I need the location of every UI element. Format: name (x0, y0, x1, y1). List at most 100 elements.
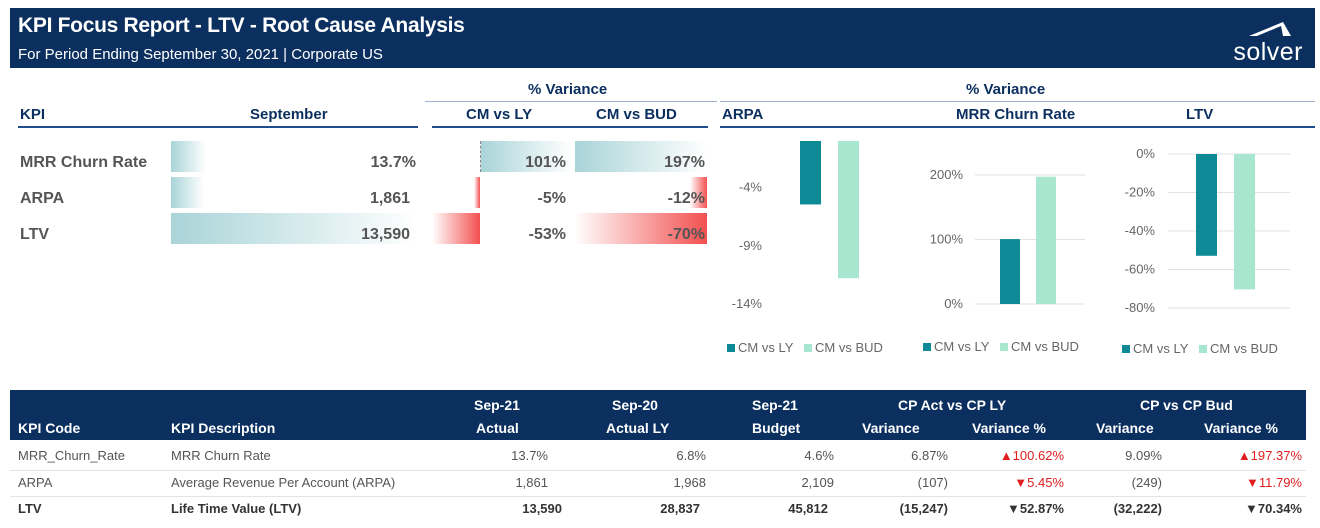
legend-swatch-arpa (804, 344, 812, 352)
y-tick-label-arpa: -14% (732, 296, 763, 311)
legend-label-ltv: CM vs BUD (1210, 341, 1278, 356)
legend-swatch-ltv (1199, 345, 1207, 353)
legend-label-churn: CM vs LY (934, 339, 990, 354)
y-tick-label-ltv: -60% (1125, 262, 1156, 277)
legend-label-ltv: CM vs LY (1133, 341, 1189, 356)
row-divider (10, 470, 1306, 471)
kpi-name-churn: MRR Churn Rate (20, 154, 148, 171)
cell-variance-pct-1: ▼52.87% (1007, 501, 1064, 516)
cell-variance-pct-1: ▼5.45% (1014, 475, 1064, 490)
group-rule-left (425, 101, 717, 102)
th-cp-vs-bud: CP vs CP Bud (1140, 397, 1233, 413)
bar-arpa-cm-vs-bud (838, 141, 859, 279)
th-actual-ly: Actual LY (606, 420, 670, 436)
cell-actual: 13,590 (522, 501, 562, 516)
value-churn: 13.7% (370, 154, 416, 171)
bar-ltv-cm-vs-ly (1196, 154, 1217, 256)
col-kpi: KPI (20, 106, 46, 123)
th-actual: Actual (476, 420, 519, 436)
header-rule-kpi (18, 126, 418, 128)
bar-arpa-cm-vs-ly (800, 141, 821, 205)
cell-code: LTV (18, 501, 42, 516)
chart-title-churn: MRR Churn Rate (956, 106, 1076, 123)
variance-group-label-charts: % Variance (966, 81, 1046, 98)
th-budget: Budget (752, 420, 801, 436)
th-kpi-description: KPI Description (171, 420, 276, 436)
kpi-name-ltv: LTV (20, 226, 50, 243)
value-ltv-cm-bud: -70% (667, 226, 705, 243)
cell-budget: 2,109 (801, 475, 834, 490)
legend-label-churn: CM vs BUD (1011, 339, 1079, 354)
databar-ltv-cm-ly (432, 213, 480, 244)
cell-variance-1: (15,247) (899, 501, 948, 516)
col-cm-vs-bud: CM vs BUD (596, 106, 677, 123)
th-variance-pct-1: Variance % (972, 420, 1046, 436)
cell-variance-2: (249) (1131, 475, 1162, 490)
cell-desc: MRR Churn Rate (171, 448, 271, 463)
databar-arpa-value (171, 177, 204, 208)
cell-code: ARPA (18, 475, 53, 490)
chart-title-arpa: ARPA (722, 106, 764, 123)
col-cm-vs-ly: CM vs LY (466, 106, 533, 123)
cell-variance-1: 6.87% (911, 448, 948, 463)
legend-swatch-ltv (1122, 345, 1130, 353)
y-tick-label-churn: 200% (930, 167, 964, 182)
y-tick-label-arpa: -4% (739, 180, 763, 195)
th-cp-act-vs-ly: CP Act vs CP LY (898, 397, 1007, 413)
row-divider (10, 496, 1306, 497)
cell-variance-1: (107) (917, 475, 948, 490)
th-sep20: Sep-20 (612, 397, 658, 413)
logo-text: solver (1233, 38, 1303, 66)
y-tick-label-ltv: -80% (1125, 300, 1156, 315)
cell-budget: 4.6% (804, 448, 834, 463)
cell-actual: 1,861 (515, 475, 548, 490)
value-churn-cm-ly: 101% (525, 154, 566, 171)
legend-swatch-churn (1000, 343, 1008, 351)
value-arpa: 1,861 (369, 190, 410, 207)
bar-churn-cm-vs-ly (1000, 239, 1020, 304)
databar-ltv-cm-bud (575, 213, 707, 244)
kpi-name-arpa: ARPA (20, 190, 65, 207)
group-rule-right (720, 101, 1315, 102)
header-rule-charts (720, 126, 1315, 128)
col-september: September (250, 106, 328, 123)
y-tick-label-churn: 100% (930, 232, 964, 247)
report-title: KPI Focus Report - LTV - Root Cause Anal… (18, 14, 465, 37)
cell-desc: Life Time Value (LTV) (171, 501, 302, 516)
header-rule-variance (432, 126, 708, 128)
th-variance-1: Variance (862, 420, 920, 436)
value-ltv-cm-ly: -53% (528, 226, 566, 243)
legend-label-arpa: CM vs LY (738, 340, 794, 355)
logo-mark-icon (1249, 22, 1291, 36)
cell-actual-ly: 6.8% (676, 448, 706, 463)
value-arpa-cm-bud: -12% (667, 190, 705, 207)
th-variance-pct-2: Variance % (1204, 420, 1278, 436)
th-variance-2: Variance (1096, 420, 1154, 436)
variance-group-label: % Variance (528, 81, 608, 98)
legend-swatch-arpa (727, 344, 735, 352)
y-tick-label-ltv: -20% (1125, 185, 1156, 200)
cell-variance-2: (32,222) (1113, 501, 1162, 516)
chart-title-ltv: LTV (1186, 106, 1214, 123)
y-tick-label-churn: 0% (944, 296, 963, 311)
table-header (10, 390, 1306, 440)
databar-churn-cm-ly (480, 141, 571, 172)
databar-arpa-cm-bud (690, 177, 707, 208)
th-sep21-actual: Sep-21 (474, 397, 520, 413)
legend-swatch-churn (923, 343, 931, 351)
cell-variance-pct-2: ▼70.34% (1245, 501, 1302, 516)
value-arpa-cm-ly: -5% (537, 190, 566, 207)
cell-actual: 13.7% (511, 448, 548, 463)
cell-variance-pct-2: ▲197.37% (1237, 448, 1302, 463)
cell-variance-pct-2: ▼11.79% (1246, 475, 1302, 490)
databar-arpa-cm-ly (474, 177, 480, 208)
report-subtitle: For Period Ending September 30, 2021 | C… (18, 46, 383, 63)
cell-actual-ly: 28,837 (660, 501, 700, 516)
cell-budget: 45,812 (788, 501, 828, 516)
bar-ltv-cm-vs-bud (1234, 154, 1255, 290)
y-tick-label-ltv: 0% (1136, 146, 1155, 161)
cell-variance-pct-1: ▲100.62% (999, 448, 1064, 463)
th-sep21-budget: Sep-21 (752, 397, 798, 413)
solver-logo: solver (1203, 16, 1303, 66)
